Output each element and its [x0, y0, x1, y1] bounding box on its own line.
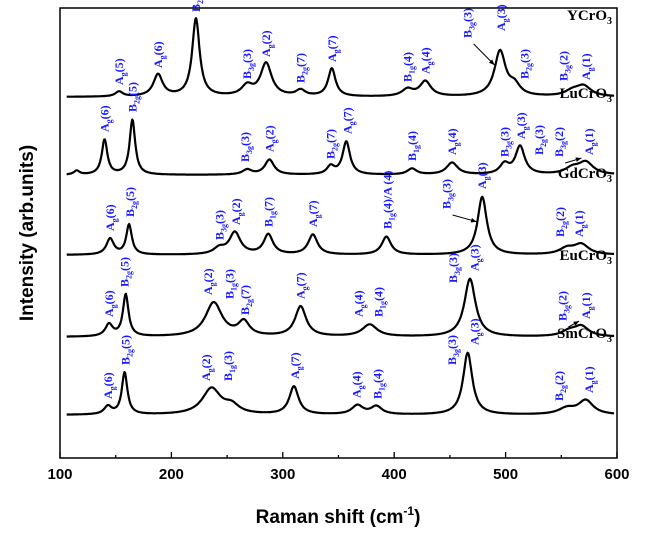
peak-label-2-8: Ag(3) — [475, 162, 491, 189]
series-name-2: GdCrO3 — [558, 166, 612, 185]
peak-label-3-7: B1g(4) — [372, 287, 388, 317]
peak-label-2-1: B2g(5) — [123, 187, 139, 217]
peak-label-3-6: Ag(4) — [352, 290, 368, 317]
peak-label-0-0: Ag(5) — [112, 58, 128, 85]
x-tick-label-0: 100 — [47, 466, 72, 483]
peak-label-1-5: Ag(7) — [340, 107, 356, 134]
peak-label-0-8: Ag(4) — [418, 47, 434, 74]
peak-label-4-3: B1g(3) — [221, 351, 237, 381]
peak-label-0-2: B2g(5) — [189, 0, 205, 12]
peak-label-1-4: B2g(7) — [324, 129, 340, 159]
peak-label-3-1: B2g(5) — [118, 257, 134, 287]
peak-label-1-1: B2g(5) — [125, 82, 141, 112]
peak-label-0-11: B2g(3) — [518, 49, 534, 79]
spectrum-line-1 — [66, 118, 615, 176]
peak-label-2-5: Ag(7) — [306, 200, 322, 227]
peak-label-4-1: B2g(5) — [119, 335, 135, 365]
peak-label-0-12: B3g(2) — [557, 51, 573, 81]
peak-label-1-9: Ag(3) — [514, 112, 530, 139]
series-name-1: LuCrO3 — [559, 86, 612, 105]
peak-label-3-0: Ag(6) — [102, 290, 118, 317]
peak-label-2-4: B1g(7) — [261, 197, 277, 227]
peak-label-4-5: Ag(4) — [349, 371, 365, 398]
peak-label-3-4: B2g(7) — [238, 285, 254, 315]
peak-label-3-8: B3g(3) — [446, 253, 462, 283]
x-tick-label-2: 300 — [270, 466, 295, 483]
x-tick-label-1: 200 — [159, 466, 184, 483]
peak-label-3-5: Ag(7) — [294, 272, 310, 299]
x-axis-title-text: Raman shift (cm — [256, 507, 404, 528]
spectrum-line-0 — [66, 17, 615, 98]
peak-label-0-3: B3g(3) — [240, 49, 256, 79]
peak-label-1-8: B3g(3) — [498, 127, 514, 157]
peak-labels-layer: YCrO3Ag(5)Ag(6)B2g(5)B3g(3)Ag(2)B2g(7)Ag… — [98, 0, 612, 401]
peak-label-2-0: Ag(6) — [103, 204, 119, 231]
series-name-0: YCrO3 — [567, 8, 612, 27]
peak-label-1-12: Ag(1) — [582, 128, 598, 155]
peak-label-1-11: B3g(2) — [552, 127, 568, 157]
x-ticks-layer: 100 200 300 400 500 600 — [47, 452, 630, 483]
x-tick-label-5: 600 — [604, 466, 629, 483]
peak-label-0-9: B3g(3) — [461, 8, 477, 38]
peak-label-1-6: B1g(4) — [405, 131, 421, 161]
x-axis-title-tail: ) — [414, 507, 420, 528]
peak-label-2-7: B3g(3) — [440, 179, 456, 209]
peak-label-0-13: Ag(1) — [579, 53, 595, 80]
y-axis-title: Intensity (arb.units) — [17, 145, 38, 321]
peak-label-1-10: B2g(3) — [532, 125, 548, 155]
arrow-head-1-11 — [575, 157, 582, 162]
series-name-3: EuCrO3 — [559, 248, 612, 267]
peak-label-4-9: B2g(2) — [552, 371, 568, 401]
peak-label-1-7: Ag(4) — [445, 128, 461, 155]
peak-label-4-7: B3g(3) — [445, 335, 461, 365]
x-tick-label-4: 500 — [493, 466, 518, 483]
peak-label-4-8: Ag(3) — [467, 318, 483, 345]
arrow-head-2-7 — [470, 218, 477, 223]
peak-label-4-4: Ag(7) — [288, 352, 304, 379]
peak-label-2-9: B2g(2) — [553, 207, 569, 237]
plot-frame — [59, 7, 618, 459]
peak-label-0-4: Ag(2) — [259, 30, 275, 57]
peak-label-0-5: B2g(7) — [294, 53, 310, 83]
peak-label-4-10: Ag(1) — [582, 366, 598, 393]
peak-label-1-3: Ag(2) — [262, 125, 278, 152]
peak-label-3-9: Ag(3) — [467, 244, 483, 271]
peak-label-4-0: Ag(6) — [101, 372, 117, 399]
x-tick-label-3: 400 — [382, 466, 407, 483]
spectrum-line-3 — [66, 277, 615, 338]
peak-label-3-11: Ag(1) — [579, 292, 595, 319]
spectrum-line-2 — [66, 195, 615, 256]
peak-label-1-2: B3g(3) — [238, 132, 254, 162]
spectra-layer — [66, 17, 615, 416]
peak-label-3-2: Ag(2) — [201, 268, 217, 295]
peak-label-0-1: Ag(6) — [151, 41, 167, 68]
peak-label-1-0: Ag(6) — [98, 105, 114, 132]
peak-label-2-2: B3g(3) — [212, 210, 228, 240]
peak-label-3-3: B1g(3) — [222, 269, 238, 299]
x-axis-title-sup: -1 — [403, 504, 414, 518]
peak-label-4-6: B1g(4) — [371, 369, 387, 399]
arrow-head-3-10 — [573, 321, 580, 326]
peak-label-3-10: B3g(2) — [555, 291, 571, 321]
x-axis-title: Raman shift (cm-1) — [256, 504, 421, 528]
peak-label-2-10: Ag(1) — [572, 210, 588, 237]
spectrum-line-4 — [66, 351, 615, 416]
peak-label-2-3: Ag(2) — [229, 198, 245, 225]
arrow-head-0-9 — [488, 59, 495, 65]
peak-label-2-6: B1g(4)/A (4) — [381, 171, 397, 229]
peak-label-4-2: Ag(2) — [199, 354, 215, 381]
series-name-4: SmCrO3 — [557, 326, 612, 345]
peak-label-0-7: B1g(4) — [401, 52, 417, 82]
peak-label-0-6: Ag(7) — [325, 35, 341, 62]
